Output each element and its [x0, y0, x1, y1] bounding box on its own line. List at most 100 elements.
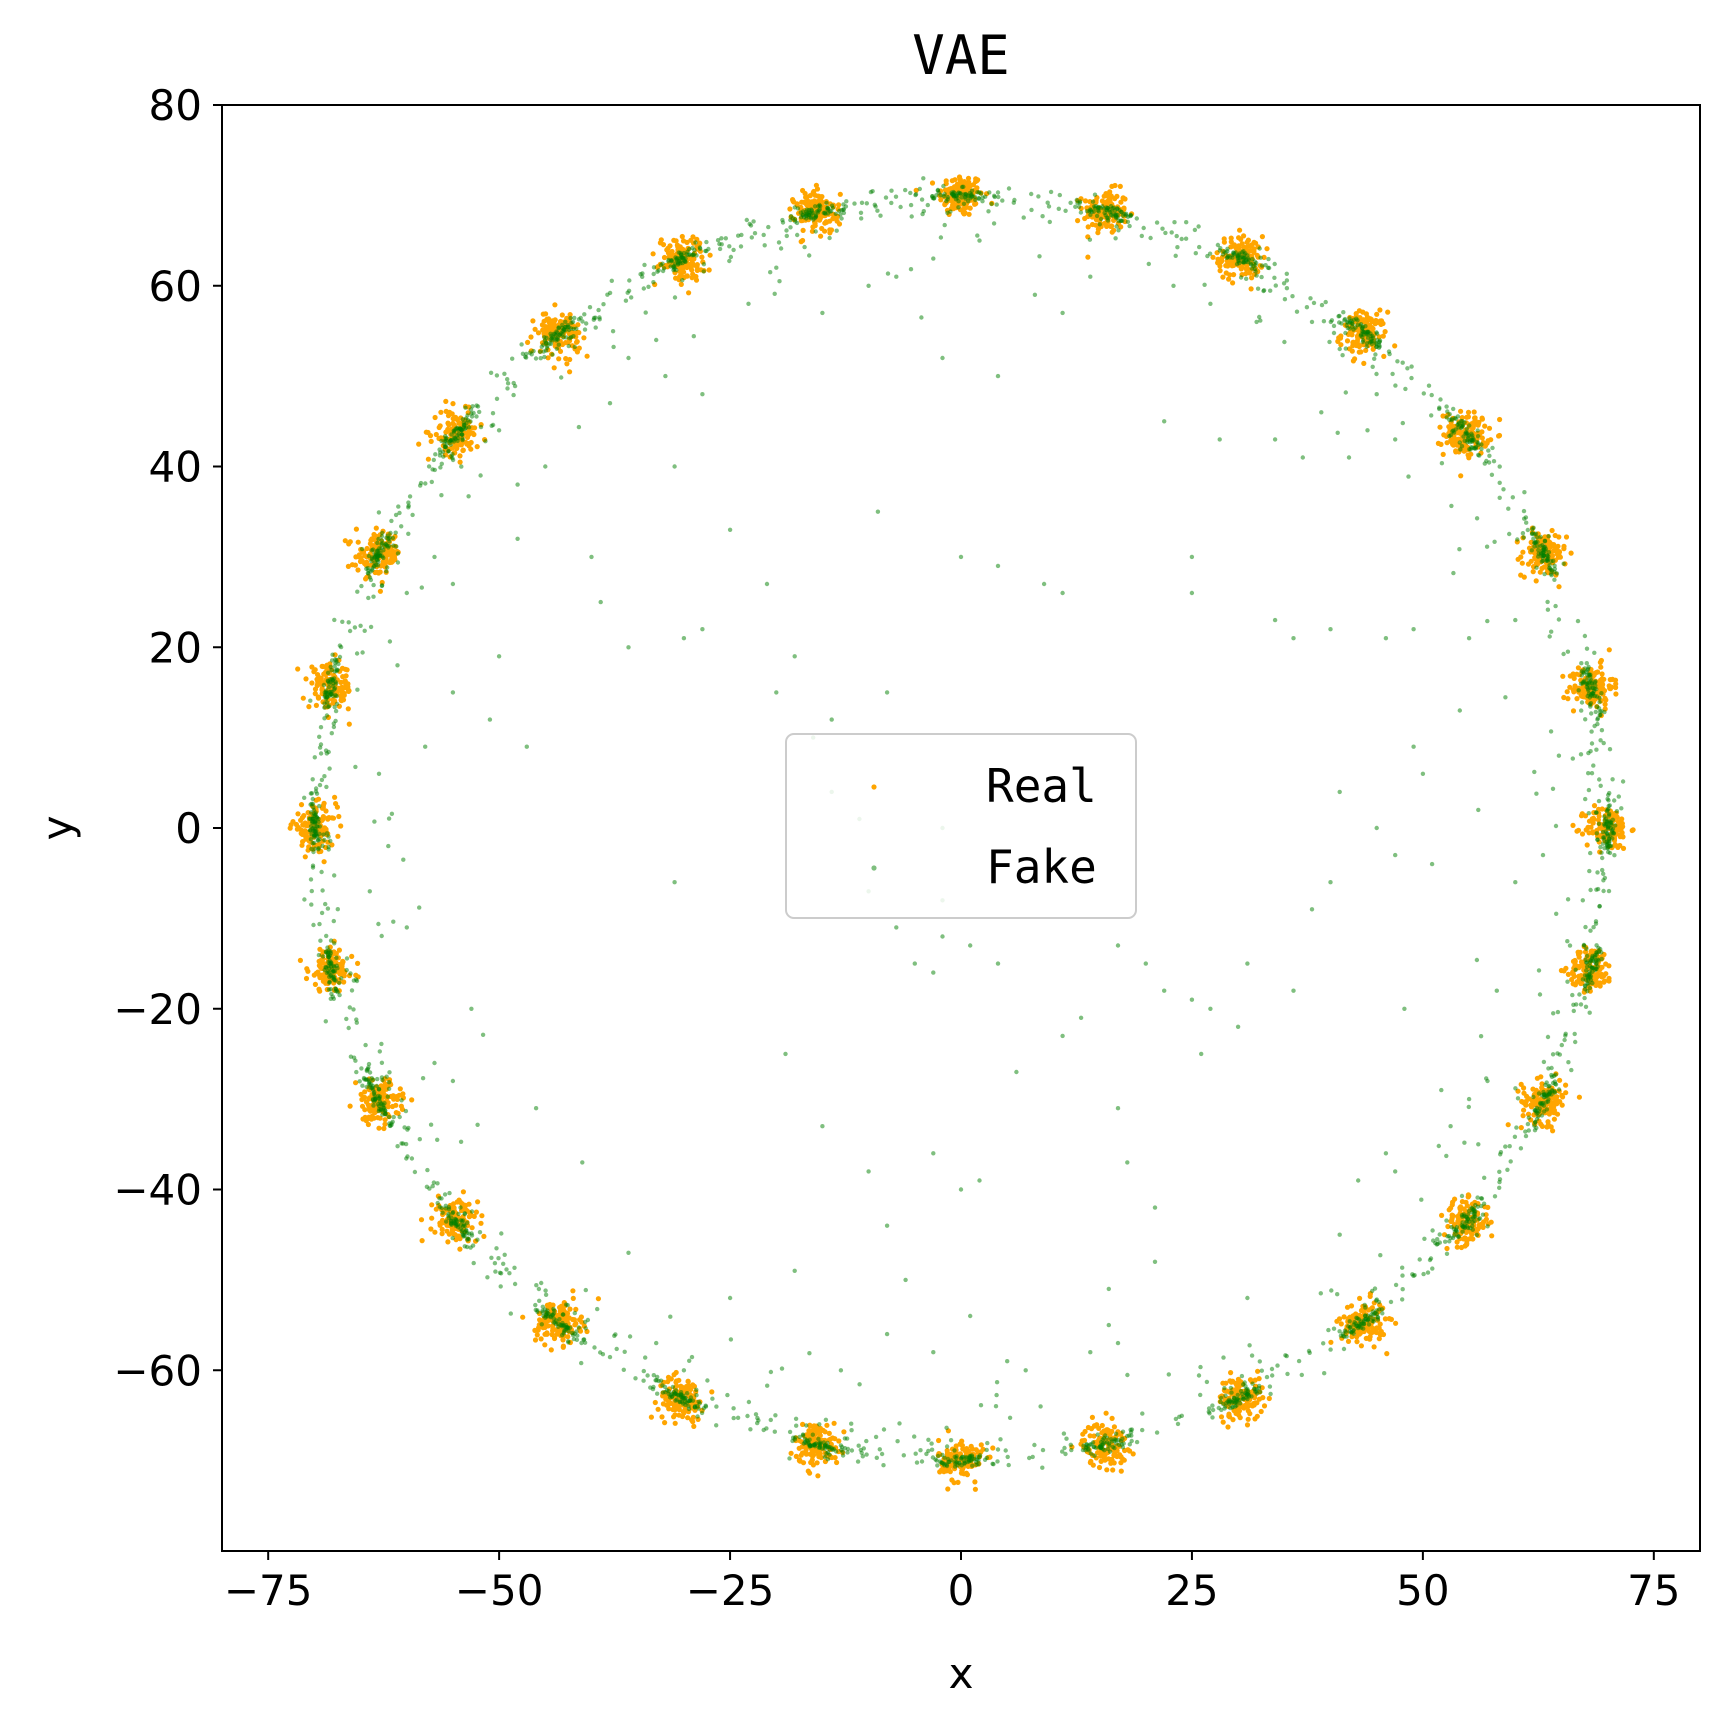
real-point: [1377, 1332, 1383, 1338]
fake-point: [967, 1455, 972, 1461]
fake-point: [1355, 1316, 1360, 1321]
real-point: [1603, 971, 1609, 977]
fake-point: [437, 1204, 442, 1210]
fake-point: [1473, 1202, 1478, 1208]
real-point: [364, 559, 370, 565]
real-point: [1479, 415, 1485, 421]
real-point: [834, 1459, 840, 1466]
real-point: [303, 822, 309, 829]
fake-point: [1105, 1446, 1111, 1452]
real-point: [966, 211, 972, 217]
fake-point: [1454, 1229, 1460, 1234]
real-point: [1103, 199, 1109, 205]
real-point: [1247, 243, 1253, 249]
fake-point: [1464, 426, 1470, 432]
real-point: [316, 986, 322, 992]
fake-point: [326, 685, 332, 690]
real-point: [652, 1399, 658, 1406]
fake-point: [1542, 571, 1547, 577]
fake-point: [1354, 1323, 1359, 1329]
fake-point: [1216, 1405, 1222, 1411]
fake-point: [1588, 958, 1594, 963]
fake-point: [323, 950, 329, 955]
real-point: [1557, 1077, 1563, 1083]
real-point: [679, 233, 685, 240]
real-point: [445, 1239, 451, 1245]
real-point: [1518, 1125, 1524, 1131]
real-point: [1479, 429, 1485, 435]
real-point: [574, 349, 581, 355]
real-point: [676, 1403, 682, 1409]
fake-point: [1590, 980, 1595, 986]
fake-point: [1438, 397, 1443, 402]
fake-point: [1606, 803, 1611, 809]
real-point: [1563, 1090, 1569, 1096]
real-point: [800, 187, 806, 194]
real-point: [363, 1118, 369, 1124]
fake-point: [1585, 973, 1590, 978]
real-point: [807, 1470, 813, 1476]
real-point: [1448, 437, 1454, 443]
fake-point: [327, 979, 332, 984]
real-point: [300, 695, 306, 701]
real-point: [570, 1295, 576, 1301]
real-point: [1110, 1467, 1116, 1473]
real-point: [567, 356, 573, 363]
real-point: [818, 233, 824, 239]
fake-point: [1447, 412, 1452, 417]
real-point: [1223, 270, 1229, 276]
real-point: [353, 526, 359, 532]
real-point: [1458, 473, 1464, 479]
fake-point: [1546, 550, 1552, 555]
real-point: [665, 1374, 672, 1380]
real-point: [1087, 1433, 1093, 1439]
real-point: [1450, 442, 1457, 448]
real-point: [380, 561, 386, 567]
fake-point: [333, 986, 338, 992]
real-point: [457, 459, 463, 465]
fake-point: [942, 191, 947, 197]
real-point: [1602, 978, 1608, 984]
real-point: [474, 444, 480, 450]
real-point: [1338, 342, 1344, 348]
real-point: [1353, 342, 1360, 349]
real-point: [1363, 317, 1369, 323]
real-point: [1114, 193, 1120, 199]
real-point: [1599, 806, 1605, 812]
real-point: [1118, 1460, 1124, 1466]
real-point: [1589, 816, 1595, 822]
real-point: [815, 1473, 821, 1479]
fake-point: [1599, 728, 1605, 733]
real-point: [390, 1093, 396, 1099]
fake-point: [1582, 995, 1587, 1001]
fake-point: [1375, 1315, 1380, 1320]
real-point: [1220, 274, 1226, 280]
fake-point: [337, 980, 342, 986]
fake-point: [440, 1210, 445, 1215]
real-point: [1525, 1111, 1532, 1117]
real-point: [358, 1091, 364, 1097]
real-point: [1553, 1099, 1559, 1105]
real-point: [1266, 1395, 1272, 1402]
fake-point: [1456, 1234, 1462, 1239]
real-point: [572, 1322, 578, 1328]
real-point: [577, 1317, 583, 1323]
real-point: [436, 424, 442, 431]
fake-point: [995, 1459, 1000, 1464]
real-point: [325, 815, 331, 821]
real-point: [1122, 196, 1128, 202]
real-point: [671, 1372, 677, 1378]
real-point: [398, 1103, 404, 1109]
fake-point: [317, 921, 322, 927]
real-point: [534, 1332, 540, 1338]
fake-point: [1455, 422, 1460, 428]
fake-point: [475, 1237, 480, 1242]
fake-point: [1253, 269, 1258, 274]
real-point: [584, 353, 590, 359]
real-point: [1578, 959, 1585, 965]
fake-point: [333, 978, 338, 983]
real-point: [298, 830, 304, 837]
real-point: [1505, 1122, 1511, 1128]
fake-point: [1443, 1239, 1448, 1244]
